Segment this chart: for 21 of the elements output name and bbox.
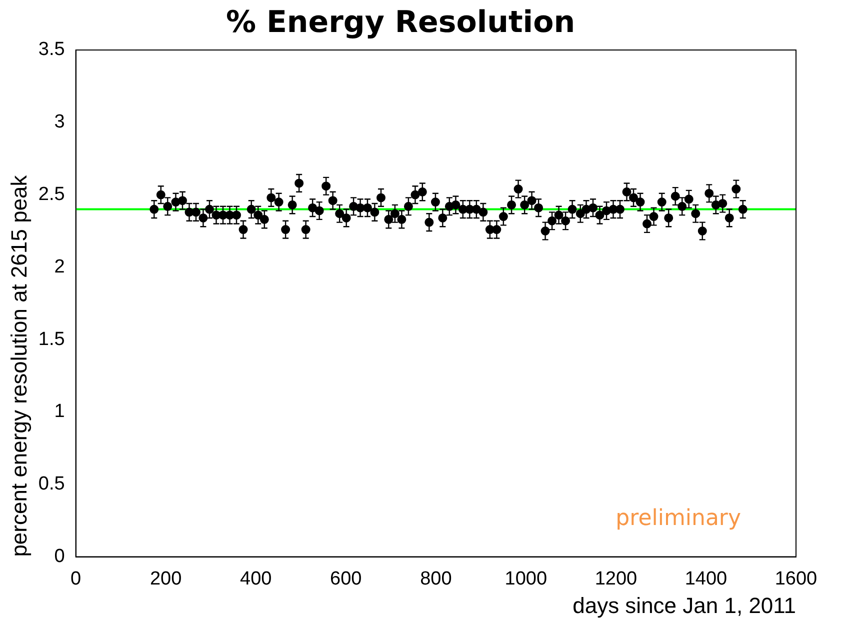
x-tick-label: 600 [330,568,362,590]
x-axis-title: days since Jan 1, 2011 [572,592,796,618]
annotation: preliminary [616,506,741,531]
chart-title: % Energy Resolution [226,4,576,40]
x-tick-label: 400 [240,568,272,590]
y-tick-label: 2.5 [38,184,65,206]
x-tick-label: 1200 [594,568,638,590]
x-tick-label: 1600 [774,568,818,590]
y-tick-label: 3.5 [38,39,65,60]
y-tick-label: 0.5 [38,474,65,495]
x-tick-label: 0 [70,568,82,590]
y-axis-title: percent energy resolution at 2615 peak [6,174,32,557]
y-tick-label: 3 [54,112,65,133]
x-tick-label: 800 [420,568,452,590]
y-tick-label: 0 [54,546,65,568]
y-tick-label: 2 [54,256,65,278]
y-tick-label: 1.5 [38,328,65,350]
y-tick-label: 1 [54,401,65,422]
x-tick-label: 1000 [504,568,548,590]
x-tick-label: 1400 [684,568,728,590]
x-tick-label: 200 [150,568,182,590]
